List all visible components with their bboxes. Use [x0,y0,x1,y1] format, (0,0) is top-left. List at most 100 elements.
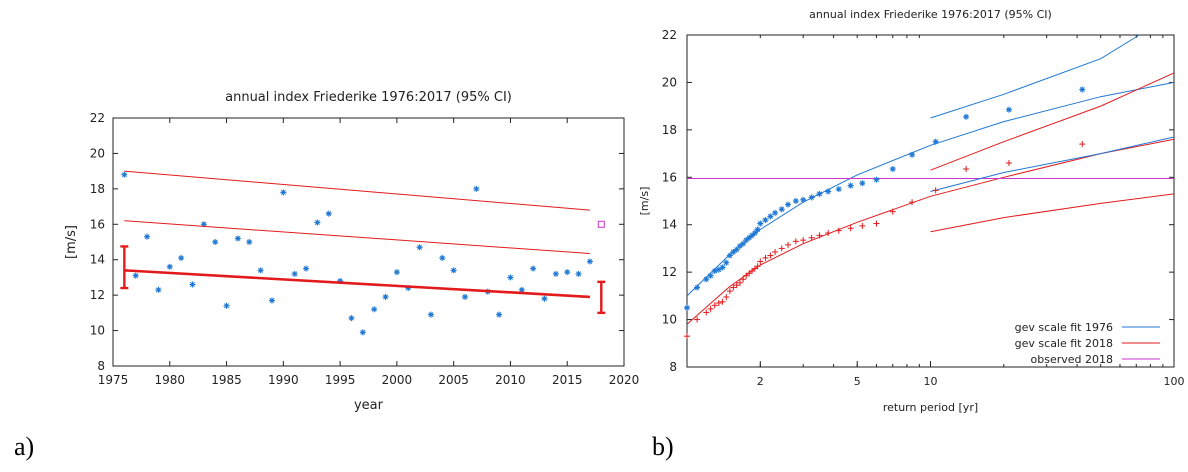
plot-a-x-tick-label: 2010 [495,373,526,387]
plot-b-point-1976 [835,186,842,193]
plot-a-data-point [359,329,366,336]
plot-a-x-tick-label: 1985 [211,373,242,387]
plot-b-point-1976 [740,240,747,247]
plot-b-point-1976 [703,276,710,283]
plot-b-point-1976 [792,198,799,204]
plot-b-ci-line [930,72,1175,171]
plot-a-data-point [303,265,310,272]
plot-b-y-tick-label: 14 [662,218,677,232]
plot-b-point-2018 [740,276,747,283]
plot-a-y-tick-label: 8 [97,359,105,373]
plot-a-x-tick-label: 2015 [552,373,583,387]
plot-b-point-1976 [808,194,815,201]
plot-b-point-1976 [762,216,769,223]
plot-b-point-1976 [873,176,880,183]
plot-b-point-2018 [757,258,764,265]
plot-a-data-point [586,258,593,265]
plot-a-y-tick-label: 12 [90,288,105,302]
plot-b-point-1976 [733,246,740,253]
plot-a-y-tick-label: 14 [90,253,105,267]
plot-b-point-2018 [715,299,722,306]
plot-b-point-2018 [1005,160,1012,167]
plot-b-point-1976 [932,138,939,145]
plot-a-data-point [200,221,207,228]
plot-a-data-point [314,219,321,226]
plot-b-legend-label: gev scale fit 2018 [1015,337,1113,350]
plot-b-point-1976 [715,266,722,273]
plot-a-observed-marker [597,220,605,228]
plot-b-point-1976 [730,248,737,255]
plot-b-point-1976 [694,284,701,291]
plot-b-point-2018 [963,165,970,172]
plot-b-point-2018 [767,252,774,259]
plot-b-x-tick-label: 2 [757,375,764,388]
plot-a-data-point [575,270,582,277]
plot-b-y-tick-label: 8 [669,360,677,374]
plot-b-legend-label: gev scale fit 1976 [1015,321,1113,334]
plot-a-x-tick-label: 2005 [438,373,469,387]
plot-b-point-1976 [800,196,807,203]
plot-b-point-1976 [847,182,854,189]
plot-b-point-1976 [825,188,832,195]
plot-b-point-1976 [684,304,690,311]
plot-b-x-tick-label: 10 [924,375,938,388]
plot-a-data-point [280,189,287,196]
plot-a-y-tick-label: 10 [90,324,105,338]
plot-b-point-2018 [736,279,743,286]
plot-a-ci-line [124,170,590,211]
plot-a-data-point [223,302,230,309]
plot-b-point-2018 [719,298,726,305]
plot-b-point-2018 [808,234,815,241]
plot-a-data-point [371,306,378,313]
plot-b-point-2018 [684,333,690,340]
plot-b-point-2018 [726,288,733,295]
plot-b-point-2018 [772,248,779,255]
plot-b-y-tick-label: 10 [662,313,677,327]
plot-a-data-point [257,267,264,274]
plot-a-y-tick-label: 20 [90,146,105,160]
plot-b-legend-label: observed 2018 [1031,353,1113,366]
plot-a-data-point [462,293,469,300]
plot-b-ci-line [930,136,1175,192]
plot-b-y-tick-label: 12 [662,265,677,279]
plot-a-data-point [507,274,514,281]
plot-b-point-2018 [909,199,916,206]
plot-a-y-tick-label: 16 [90,217,105,231]
plot-b-point-1976 [723,259,730,266]
plot-b-point-2018 [733,282,740,289]
plot-b-frame [686,34,1175,368]
plot-b-point-1976 [726,252,733,259]
plot-b-point-2018 [859,222,866,229]
plot-a-data-point [121,171,128,178]
plot-b-point-2018 [778,245,785,252]
panel-label-a: a) [14,432,35,461]
plot-a-data-point [450,267,457,274]
plot-b-point-1976 [736,243,743,250]
plot-a-y-tick-label: 18 [90,182,105,196]
plot-b-point-2018 [711,302,718,309]
plot-b-point-2018 [800,237,807,244]
plot-b-point-1976 [754,226,761,233]
plot-a-data-point [427,311,434,318]
plot-b-point-2018 [932,187,939,194]
plot-a-x-tick-label: 1975 [98,373,129,387]
plot-a-data-point [166,263,173,270]
plot-a-data-point [144,233,151,240]
plot-a-x-tick-label: 1990 [268,373,299,387]
plot-b-point-2018 [847,225,854,232]
plot-a-data-point [189,281,196,288]
plot-b-series-line [686,138,1175,325]
plot-b-point-2018 [825,230,832,237]
plot-b-point-2018 [785,241,792,248]
plot-b-title: annual index Friederike 1976:2017 (95% C… [809,8,1052,21]
plot-b-point-2018 [754,263,761,270]
plot-a-data-point [348,315,355,322]
plot-b-point-2018 [873,220,880,227]
plot-b-point-1976 [785,201,792,208]
plot-a-data-point [246,239,253,245]
plot-a-data-point [325,210,332,217]
plot-b-point-1976 [1005,106,1012,113]
plot-a-data-point [564,269,571,276]
plot-b-x-tick-label: 100 [1164,375,1185,388]
panel-label-b: b) [652,432,674,461]
